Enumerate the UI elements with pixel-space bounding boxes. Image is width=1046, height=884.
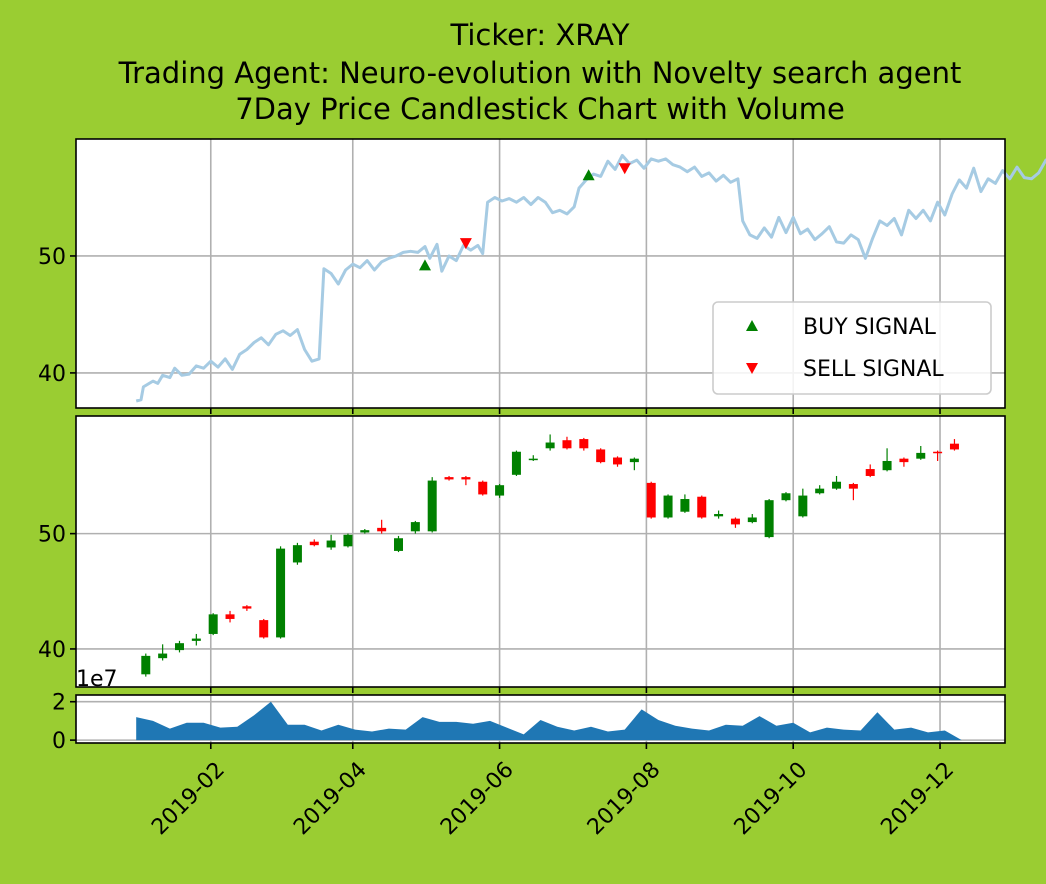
candle-ytick-label: 50 — [38, 523, 66, 548]
candle-body-40 — [815, 488, 825, 494]
candle-body-29 — [629, 458, 639, 463]
candle-body-7 — [259, 620, 269, 638]
candle-body-33 — [697, 496, 707, 518]
volume-offset-label: 1e7 — [76, 667, 118, 692]
candle-body-24 — [545, 442, 555, 449]
legend-box — [712, 301, 992, 395]
x-axis: 2019-02 2019-04 2019-06 2019-08 2019-10 2019-… — [147, 757, 959, 840]
signal-markers — [418, 163, 631, 271]
candle-body-4 — [208, 614, 218, 634]
candle-body-15 — [394, 538, 404, 551]
candle-body-20 — [478, 481, 488, 495]
candle-body-45 — [899, 458, 909, 463]
price-panel-y-ticks: 40 50 — [38, 245, 76, 387]
candle-body-8 — [276, 548, 286, 638]
buy-signal-marker-1 — [582, 169, 595, 181]
candlestick-panel: 40 50 — [38, 415, 1006, 693]
candle-body-43 — [865, 469, 875, 476]
candle-body-34 — [714, 514, 724, 517]
volume-area — [136, 701, 962, 741]
candlestick-panel-background — [76, 416, 1005, 687]
candle-body-19 — [461, 477, 471, 480]
candle-body-42 — [848, 484, 858, 489]
candle-body-13 — [360, 530, 370, 533]
x-tick-label: 2019-10 — [730, 757, 813, 840]
volume-ytick-label: 0 — [52, 729, 66, 754]
candle-body-21 — [495, 485, 505, 496]
candle-body-18 — [444, 477, 454, 480]
candle-body-17 — [427, 480, 437, 532]
candle-body-10 — [309, 541, 319, 546]
candle-body-2 — [174, 643, 184, 651]
candle-body-30 — [646, 482, 656, 518]
candle-ytick-label: 40 — [38, 638, 66, 663]
price-panel: 40 50 BUY SIGNAL SELL SIGNAL — [38, 138, 1046, 414]
legend-sell-marker — [746, 363, 758, 374]
volume-panel: 02 1e7 — [52, 667, 1006, 754]
candle-body-25 — [562, 440, 572, 449]
candle-body-36 — [747, 517, 757, 523]
x-tick-label: 2019-04 — [289, 757, 372, 840]
candle-body-23 — [528, 458, 538, 461]
candlestick-panel-y-ticks: 40 50 — [38, 523, 76, 663]
candle-body-6 — [242, 606, 252, 609]
volume-panel-grid — [76, 695, 1005, 749]
candle-body-12 — [343, 534, 353, 547]
legend: BUY SIGNAL SELL SIGNAL — [712, 301, 992, 395]
candle-body-27 — [596, 449, 606, 463]
candle-body-9 — [292, 545, 302, 563]
volume-panel-frame — [75, 694, 1006, 744]
volume-ytick-label: 2 — [52, 691, 66, 716]
candle-body-31 — [663, 495, 673, 518]
candle-body-44 — [882, 460, 892, 471]
sell-signal-marker-1 — [618, 163, 631, 175]
legend-sell-label: SELL SIGNAL — [803, 357, 944, 382]
candle-body-35 — [730, 518, 740, 525]
candle-body-37 — [764, 500, 774, 538]
legend-buy-marker — [746, 320, 758, 331]
chart-title-line-3: 7Day Price Candlestick Chart with Volume — [235, 92, 845, 126]
candle-body-11 — [326, 540, 336, 548]
legend-buy-label: BUY SIGNAL — [803, 315, 937, 340]
chart-title-line-1: Ticker: XRAY — [450, 18, 630, 52]
candle-body-38 — [781, 493, 791, 501]
candle-body-22 — [511, 451, 521, 475]
candle-body-5 — [225, 614, 235, 619]
x-tick-label: 2019-12 — [876, 757, 959, 840]
chart-title-line-2: Trading Agent: Neuro-evolution with Nove… — [118, 56, 962, 90]
price-panel-frame — [75, 138, 1006, 409]
candle-body-3 — [191, 638, 201, 641]
candle-body-14 — [377, 527, 387, 532]
x-tick-label: 2019-08 — [583, 757, 666, 840]
buy-signal-marker-0 — [418, 259, 431, 271]
volume-panel-y-ticks: 02 — [52, 691, 76, 754]
x-tick-label: 2019-02 — [147, 757, 230, 840]
candlestick-panel-frame — [75, 415, 1006, 688]
price-ytick-label: 50 — [38, 245, 66, 270]
sell-signal-marker-0 — [459, 238, 472, 250]
candle-body-28 — [613, 457, 623, 465]
candle-body-32 — [680, 499, 690, 512]
candlestick-panel-grid — [76, 416, 1005, 693]
candle-body-46 — [916, 452, 926, 459]
x-tick-label: 2019-06 — [436, 757, 519, 840]
candle-body-41 — [832, 481, 842, 489]
candle-body-47 — [933, 451, 943, 454]
candle-body-1 — [158, 653, 168, 659]
candles — [141, 434, 959, 677]
candle-body-26 — [579, 439, 589, 449]
price-ytick-label: 40 — [38, 362, 66, 387]
candle-body-0 — [141, 655, 151, 675]
candle-body-48 — [949, 443, 959, 450]
candle-body-16 — [410, 522, 420, 532]
candle-body-39 — [798, 495, 808, 517]
